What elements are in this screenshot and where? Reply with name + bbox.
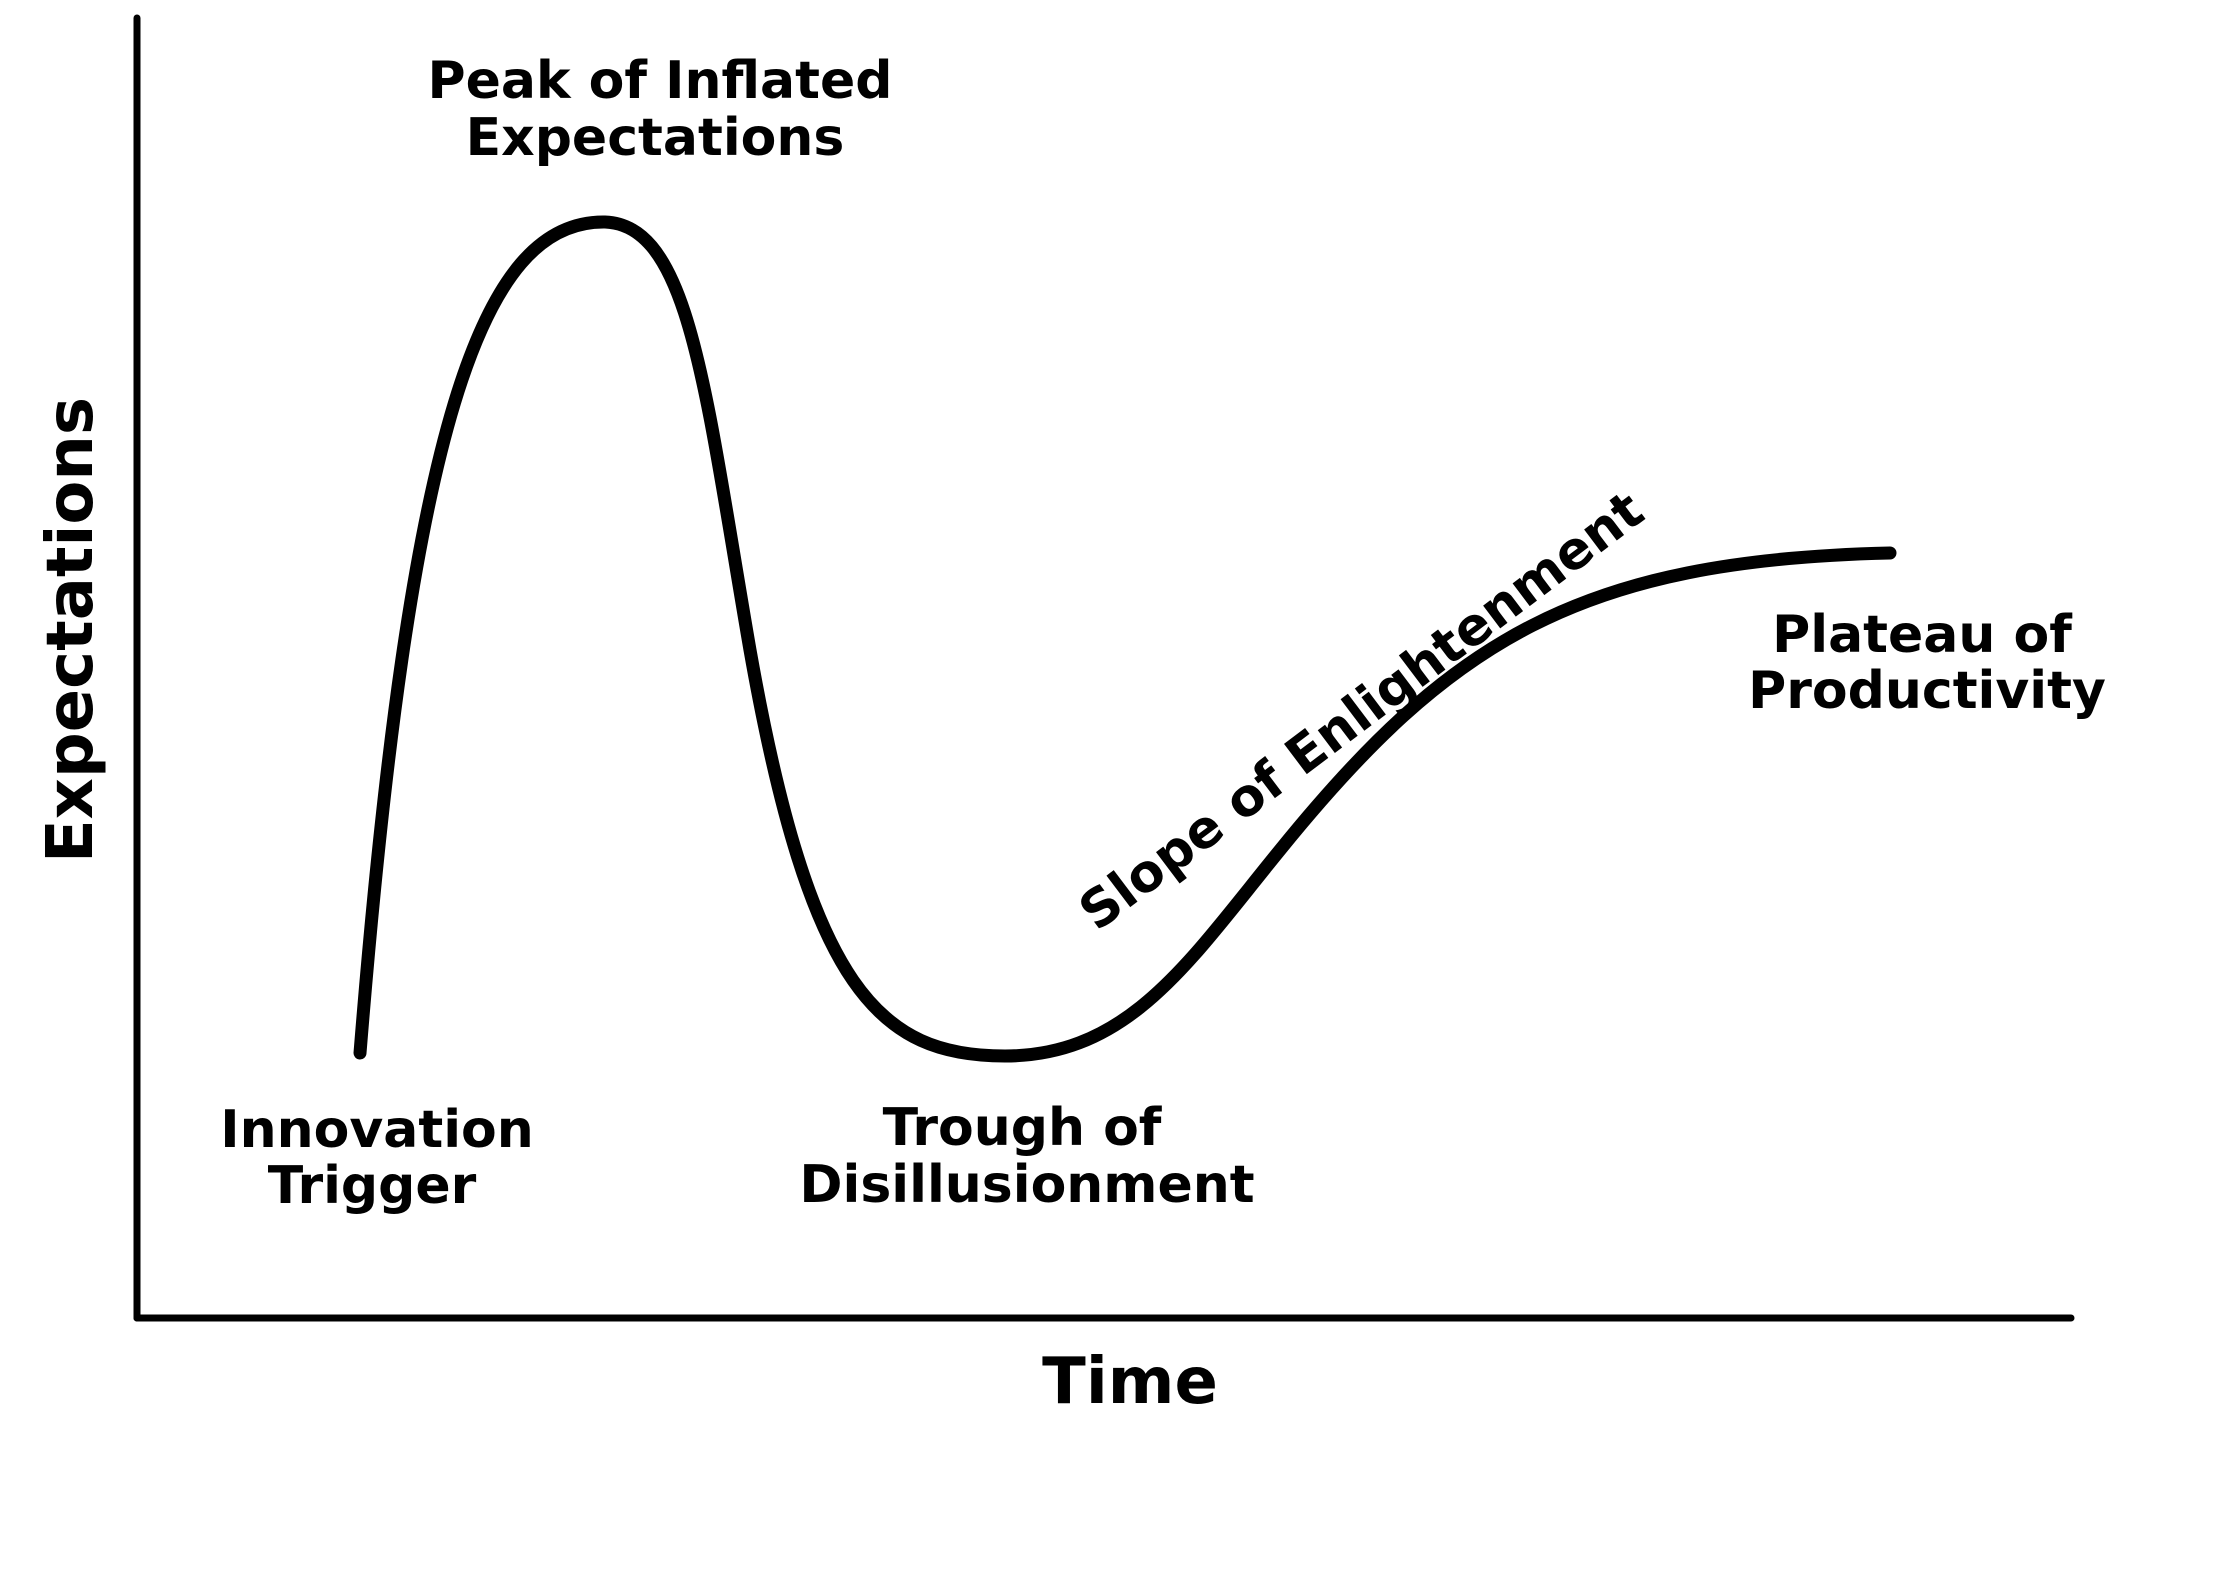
label-trough-of-disillusionment: Trough of Disillusionment [799,1098,1254,1215]
slope-text: Slope of Enlightenment [1069,480,1655,943]
trough-line-1: Trough of [883,1098,1163,1158]
plateau-line-2: Productivity [1748,661,2106,721]
label-plateau-of-productivity: Plateau of Productivity [1748,605,2106,721]
hype-cycle-curve [353,215,1897,1063]
y-axis-label: Expectations [34,397,108,863]
innovation-trigger-line-1: Innovation [220,1100,534,1160]
peak-line-1: Peak of Inflated [428,51,893,111]
label-peak-of-inflated-expectations: Peak of Inflated Expectations [428,51,893,168]
label-slope-of-enlightenment: Slope of Enlightenment [1069,480,1655,943]
peak-line-2: Expectations [466,108,845,168]
trough-line-2: Disillusionment [799,1155,1254,1215]
innovation-trigger-line-2: Trigger [268,1156,477,1216]
label-innovation-trigger: Innovation Trigger [220,1100,534,1216]
x-axis-label: Time [1042,1345,1218,1419]
plateau-line-1: Plateau of [1772,605,2073,665]
